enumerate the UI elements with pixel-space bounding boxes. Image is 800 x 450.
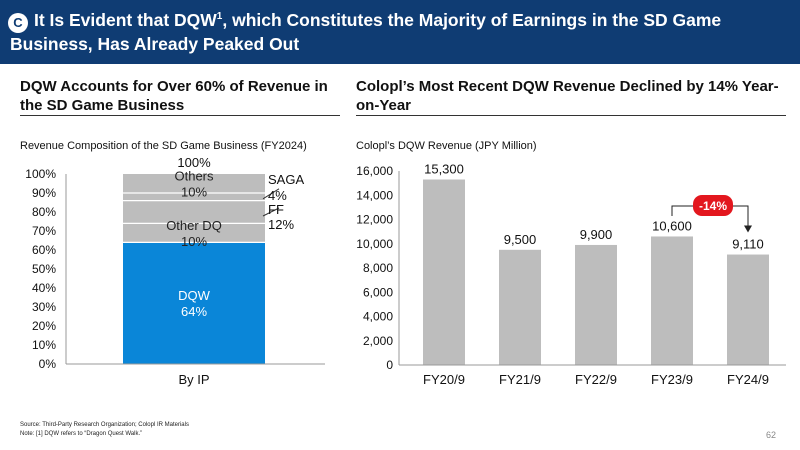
bar-segment	[123, 242, 265, 364]
right-section-heading: Colopl’s Most Recent DQW Revenue Decline…	[356, 78, 779, 114]
y-tick-label: 90%	[32, 186, 56, 200]
y-tick-label: 6,000	[363, 285, 393, 299]
segment-name-label: DQW	[178, 288, 211, 303]
segment-name-label: Other DQ	[166, 218, 222, 233]
saga-name-label: SAGA	[268, 172, 304, 187]
segment-name-label: Others	[174, 169, 214, 184]
bar-value-label: 9,110	[732, 237, 764, 252]
y-tick-label: 16,000	[356, 164, 393, 178]
footnote: Note: [1] DQW refers to “Dragon Quest Wa…	[20, 431, 143, 437]
change-badge	[693, 195, 733, 216]
segment-value-label: 64%	[181, 304, 207, 319]
change-badge-label: -14%	[699, 199, 727, 213]
change-arrowhead	[744, 225, 752, 233]
y-tick-label: 10,000	[356, 237, 393, 251]
revenue-bar	[575, 244, 617, 365]
y-tick-label: 100%	[25, 167, 56, 181]
revenue-bar	[499, 249, 541, 365]
y-tick-label: 20%	[32, 319, 56, 333]
y-tick-label: 2,000	[363, 334, 393, 348]
dqw-revenue-chart: 0 2,000 4,000 6,000 8,000 10,000 12,000 14,000 1…	[356, 161, 786, 387]
title-part-1: It Is Evident that DQW	[34, 10, 217, 30]
segment-value-label: 10%	[181, 234, 207, 249]
x-category-label: FY23/9	[651, 372, 693, 387]
left-section-heading: DQW Accounts for Over 60% of Revenue in …	[20, 78, 328, 114]
bar-segment	[123, 223, 265, 243]
y-tick-label: 60%	[32, 243, 56, 257]
source-note: Source: Third-Party Research Organizatio…	[20, 422, 189, 428]
bar-value-label: 9,500	[504, 232, 537, 247]
y-tick-label: 0	[386, 358, 393, 372]
bar-segment	[123, 193, 265, 201]
slide-header: C It Is Evident that DQW1, which Constit…	[0, 0, 800, 64]
revenue-bar	[423, 179, 465, 365]
bar-value-label: 15,300	[424, 161, 464, 176]
y-tick-label: 4,000	[363, 310, 393, 324]
y-tick-label: 10%	[32, 338, 56, 352]
slide-title: It Is Evident that DQW1, which Constitut…	[10, 8, 790, 56]
y-tick-label: 80%	[32, 205, 56, 219]
x-category-label: FY24/9	[727, 372, 769, 387]
section-badge: C	[8, 13, 28, 33]
y-tick-label: 50%	[32, 262, 56, 276]
bar-value-label: 10,600	[652, 218, 692, 233]
footer-notes: Source: Third-Party Research Organizatio…	[20, 421, 189, 439]
x-category-label: FY21/9	[499, 372, 541, 387]
total-label: 100%	[177, 155, 211, 170]
y-tick-label: 14,000	[356, 188, 393, 202]
revenue-composition-chart: 0% 10% 20% 30% 40% 50% 60% 70% 80% 90% 100% By IP DQ…	[25, 155, 325, 387]
y-tick-label: 30%	[32, 300, 56, 314]
saga-leader-line	[262, 188, 280, 200]
saga-value-label: 4%	[268, 188, 287, 203]
left-chart-subtitle: Revenue Composition of the SD Game Busin…	[20, 140, 307, 152]
y-tick-label: 8,000	[363, 261, 393, 275]
x-category-label: FY20/9	[423, 372, 465, 387]
ff-value-label: 12%	[268, 217, 294, 232]
right-section-divider	[356, 115, 786, 116]
ff-name-label: FF	[268, 202, 284, 217]
x-category-label: By IP	[178, 372, 209, 387]
y-tick-label: 70%	[32, 224, 56, 238]
y-tick-label: 0%	[39, 357, 57, 371]
segment-value-label: 10%	[181, 185, 207, 200]
bar-value-label: 9,900	[580, 227, 613, 242]
revenue-bar	[651, 236, 693, 365]
right-chart-subtitle: Colopl’s DQW Revenue (JPY Million)	[356, 140, 537, 152]
x-category-label: FY22/9	[575, 372, 617, 387]
bar-segment	[123, 200, 265, 224]
y-tick-label: 12,000	[356, 213, 393, 227]
ff-leader-line	[262, 207, 280, 217]
bar-segment	[123, 174, 265, 193]
y-tick-label: 40%	[32, 281, 56, 295]
page-number: 62	[765, 430, 776, 440]
title-part-2: , which Constitutes the Majority of Earn…	[10, 10, 722, 54]
left-section-divider	[20, 115, 340, 116]
revenue-bar	[727, 254, 769, 365]
title-footnote-marker: 1	[216, 11, 223, 23]
